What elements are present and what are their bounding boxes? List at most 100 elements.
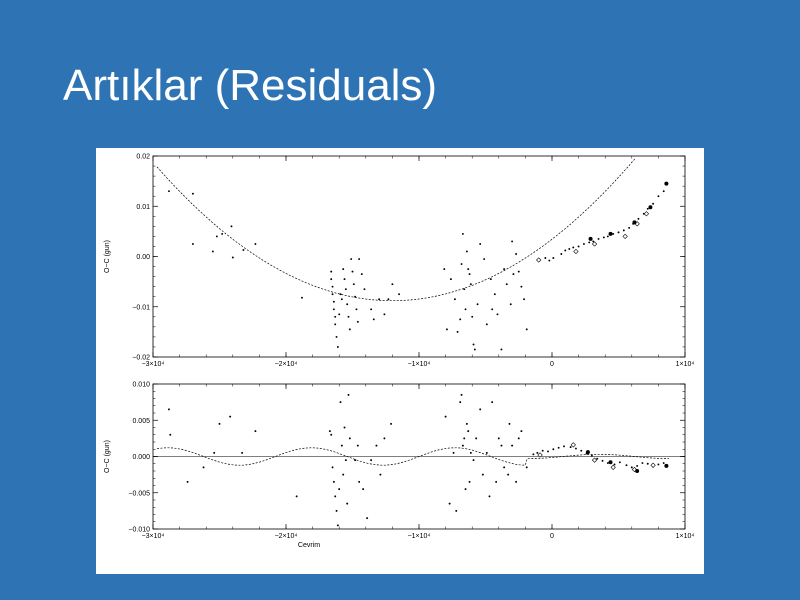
data-point-filled <box>664 463 669 468</box>
y-tick-label: −0.01 <box>132 304 150 311</box>
data-point <box>191 242 194 245</box>
data-point <box>662 462 665 464</box>
data-point <box>496 313 499 316</box>
data-point <box>483 258 486 260</box>
data-point <box>646 207 649 210</box>
data-point <box>463 288 466 291</box>
data-point <box>449 278 452 281</box>
data-point <box>378 298 381 301</box>
data-point <box>344 288 347 291</box>
data-point <box>512 273 515 276</box>
data-point <box>517 270 520 273</box>
data-point <box>331 293 334 296</box>
data-point <box>342 473 345 476</box>
data-point <box>459 401 462 404</box>
data-point <box>169 433 172 436</box>
data-point-filled <box>608 460 613 465</box>
data-point <box>221 232 224 235</box>
data-point <box>525 466 528 469</box>
data-point <box>372 318 375 321</box>
data-point <box>459 318 462 321</box>
y-tick-label: 0.01 <box>136 204 150 211</box>
data-point <box>452 451 455 454</box>
chart-panel-1: −3×10⁴ −2×10⁴ −1×10⁴ 0 1×10⁴ −0.02 −0.01 0.00 0.… <box>104 154 694 369</box>
data-point-filled <box>648 205 653 210</box>
data-point <box>657 463 660 466</box>
data-point <box>505 283 508 286</box>
data-point <box>348 328 351 331</box>
plot-frame <box>152 155 686 358</box>
data-point <box>511 240 514 243</box>
x-tick-label: −3×10⁴ <box>142 533 165 540</box>
data-point <box>334 315 337 318</box>
slide-title: Artıklar (Residuals) <box>63 61 438 110</box>
y-tick-label: 0.010 <box>132 382 150 389</box>
x-axis-label: Cevrim <box>298 542 320 549</box>
data-point-diamond <box>536 257 542 263</box>
data-point <box>517 437 520 440</box>
data-point-diamond <box>610 464 616 470</box>
data-point <box>473 348 476 351</box>
data-point <box>346 502 349 505</box>
data-point <box>468 480 471 483</box>
data-point <box>467 430 470 433</box>
data-point <box>515 253 518 255</box>
data-point <box>460 393 463 396</box>
data-point <box>495 480 498 483</box>
data-point <box>475 437 478 440</box>
data-point <box>479 242 482 245</box>
data-point <box>330 278 333 281</box>
data-point <box>347 393 350 396</box>
data-point-diamond <box>650 462 656 468</box>
data-point <box>383 437 386 440</box>
data-point <box>348 437 351 440</box>
data-point <box>338 313 341 316</box>
data-point <box>211 250 214 253</box>
data-point <box>479 408 482 411</box>
y-axis-label: O−C (gun) <box>104 240 111 273</box>
data-point <box>344 459 347 462</box>
x-tick-label: 1×10⁴ <box>676 361 695 368</box>
data-point <box>379 473 382 476</box>
data-point <box>360 273 363 276</box>
data-point <box>520 430 523 433</box>
data-point <box>335 509 338 512</box>
data-point <box>606 462 609 464</box>
data-point <box>596 457 599 460</box>
y-tick-label: −0.010 <box>128 527 150 534</box>
data-point <box>503 268 506 271</box>
y-tick-label: −0.005 <box>128 490 150 497</box>
data-point <box>493 293 496 296</box>
data-point-diamond <box>591 241 598 247</box>
data-point <box>218 422 221 425</box>
data-point <box>375 444 378 447</box>
data-point <box>355 308 358 311</box>
data-point <box>569 446 572 449</box>
data-point <box>464 308 467 311</box>
data-point <box>186 480 189 483</box>
data-point <box>332 480 335 483</box>
data-point <box>618 461 621 464</box>
data-point <box>523 298 526 301</box>
data-point <box>637 217 640 220</box>
data-point <box>339 293 342 296</box>
data-point <box>481 473 484 476</box>
data-point <box>362 488 365 491</box>
data-point <box>168 190 170 193</box>
data-point <box>500 444 503 447</box>
data-point <box>552 448 555 451</box>
data-point <box>642 212 645 215</box>
data-point <box>469 283 472 286</box>
data-point <box>301 296 303 299</box>
data-point <box>354 295 357 298</box>
data-point <box>465 422 468 425</box>
data-point <box>328 430 331 433</box>
y-axis-label: O−C (gun) <box>104 440 111 473</box>
data-point <box>352 283 355 286</box>
x-tick-label: −1×10⁴ <box>408 533 431 540</box>
data-point <box>525 328 528 331</box>
data-point <box>334 495 337 498</box>
data-point <box>358 258 361 260</box>
data-point <box>646 462 649 465</box>
x-tick-label: 1×10⁴ <box>676 533 695 540</box>
